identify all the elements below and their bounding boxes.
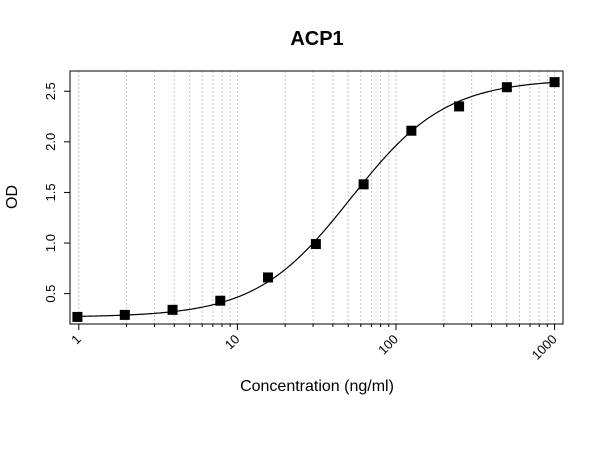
data-points	[72, 77, 560, 322]
y-tick-label: 2.5	[43, 82, 58, 100]
y-axis-label: OD	[4, 185, 21, 209]
y-tick-label: 2.0	[43, 133, 58, 151]
x-axis-label: Concentration (ng/ml)	[240, 378, 394, 395]
chart-title: ACP1	[290, 28, 343, 50]
x-tick-label: 1000	[529, 332, 560, 363]
data-point	[215, 295, 226, 306]
data-point	[167, 304, 178, 315]
y-tick-label: 1.0	[43, 234, 58, 252]
x-tick-label: 100	[375, 332, 401, 358]
x-axis: 1 10 100 1000	[68, 324, 560, 363]
data-point	[358, 179, 369, 190]
data-point	[501, 82, 512, 93]
grid	[78, 71, 556, 324]
data-point	[406, 125, 417, 136]
x-tick-label: 10	[222, 332, 243, 353]
data-point	[263, 272, 274, 283]
data-point	[119, 309, 130, 320]
data-point	[454, 101, 465, 112]
data-point	[549, 77, 560, 88]
y-tick-label: 0.5	[43, 285, 58, 303]
x-tick-label: 1	[68, 332, 84, 348]
data-point	[310, 239, 321, 250]
y-tick-label: 1.5	[43, 183, 58, 201]
y-axis: 0.5 1.0 1.5 2.0 2.5	[43, 82, 70, 303]
data-point	[72, 311, 83, 322]
plot-frame	[69, 70, 564, 325]
fit-curve	[77, 81, 555, 317]
